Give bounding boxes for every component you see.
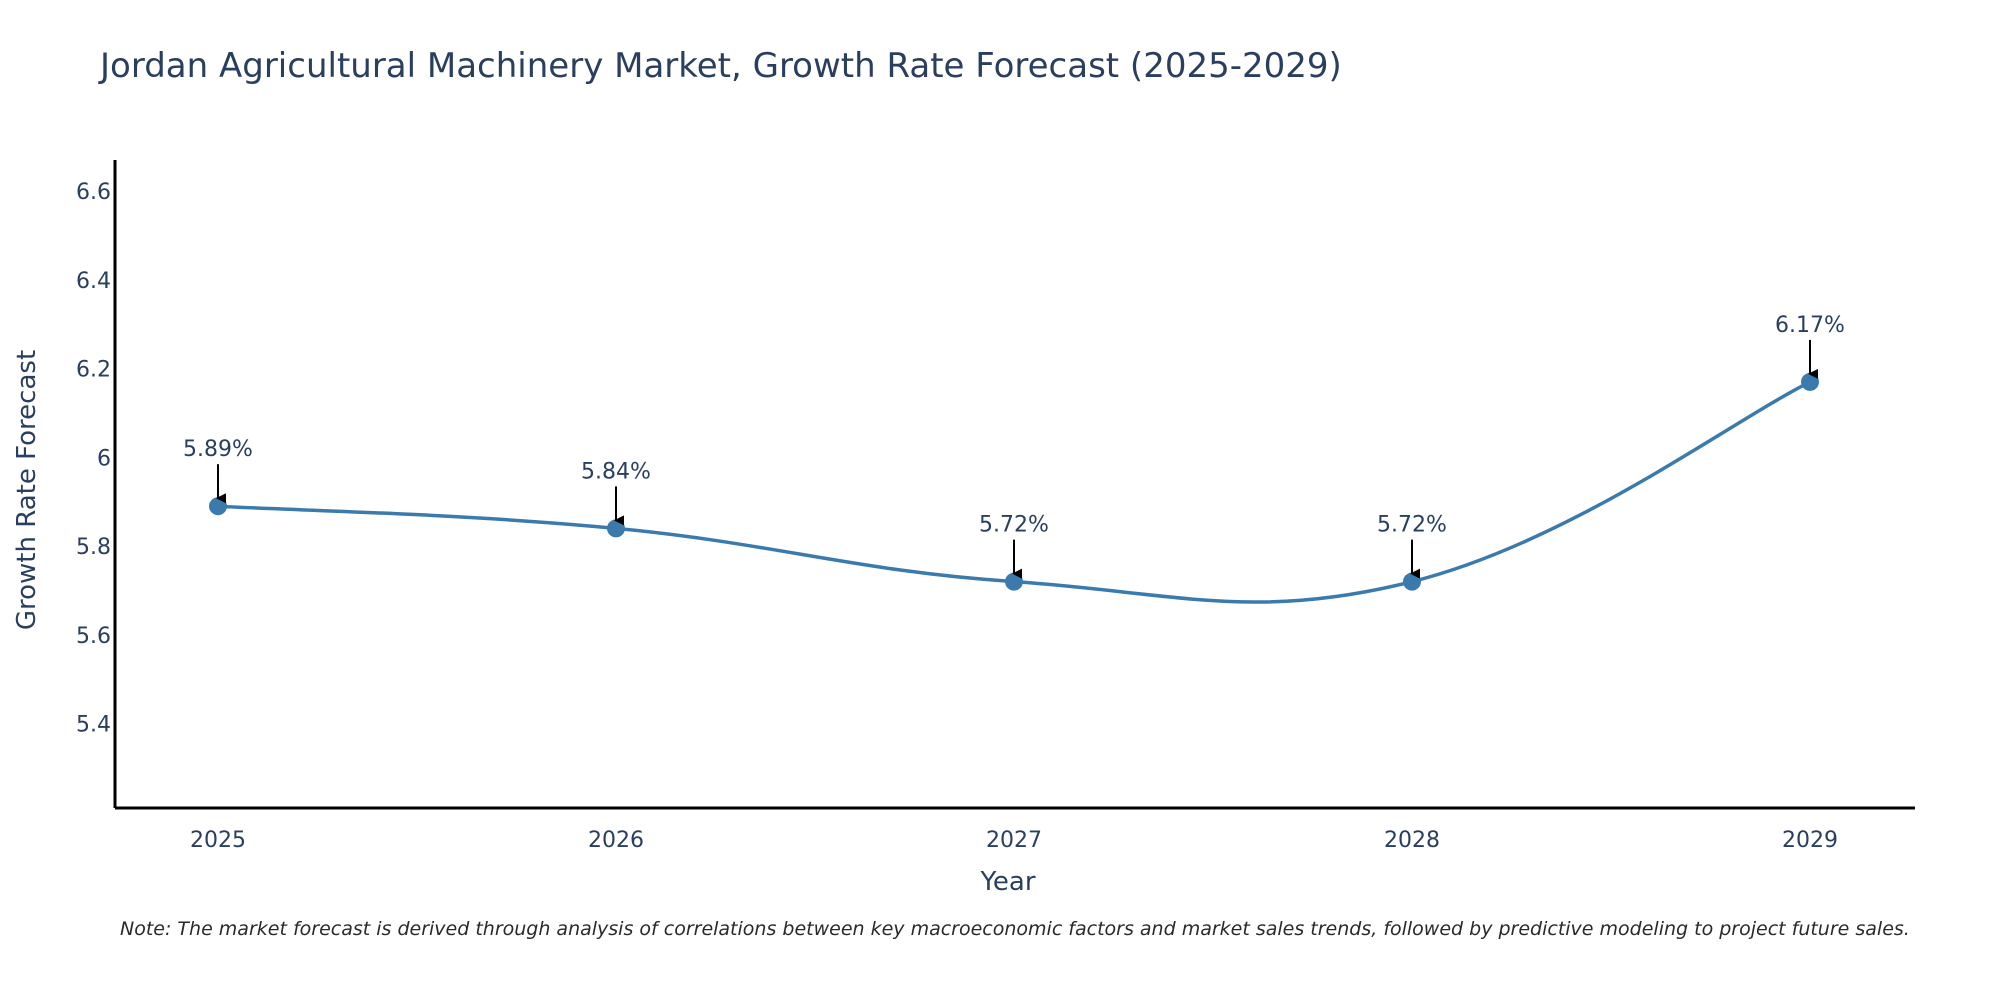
x-axis-title: Year [979, 867, 1035, 897]
y-tick-label: 5.8 [76, 535, 111, 560]
x-tick-label: 2028 [1384, 828, 1440, 853]
data-label: 5.72% [979, 513, 1049, 538]
y-tick-label: 6.4 [76, 269, 111, 294]
y-tick-label: 6 [97, 446, 111, 471]
data-label: 6.17% [1775, 313, 1845, 338]
y-tick-label: 6.2 [76, 358, 111, 383]
data-point [1403, 572, 1421, 591]
data-label: 5.72% [1377, 513, 1447, 538]
footnote: Note: The market forecast is derived thr… [120, 918, 1910, 940]
data-point [209, 497, 227, 516]
x-tick-label: 2025 [190, 828, 246, 853]
data-label: 5.84% [581, 459, 651, 484]
data-point [1801, 372, 1819, 391]
x-tick-label: 2026 [588, 828, 644, 853]
data-point [607, 519, 625, 538]
data-point [1005, 572, 1023, 591]
y-tick-label: 5.6 [76, 624, 111, 649]
y-tick-label: 6.6 [76, 180, 111, 205]
y-axis-title: Growth Rate Forecast [12, 350, 42, 630]
data-label: 5.89% [183, 437, 253, 462]
x-tick-label: 2027 [986, 828, 1042, 853]
chart-title: Jordan Agricultural Machinery Market, Gr… [100, 46, 1342, 86]
y-tick-label: 5.4 [76, 713, 111, 738]
x-tick-label: 2029 [1782, 828, 1838, 853]
